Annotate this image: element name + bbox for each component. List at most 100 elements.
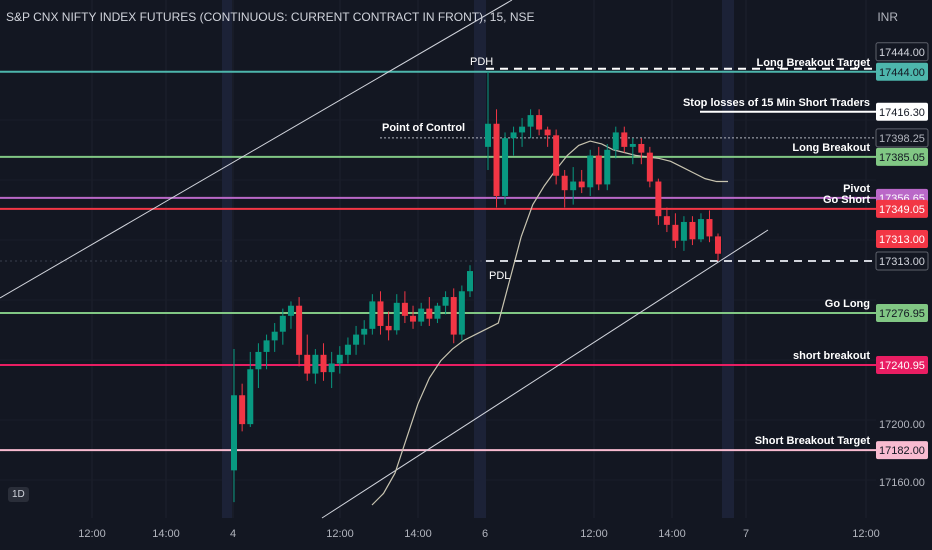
- session-band: [222, 0, 232, 518]
- candle-body: [401, 302, 408, 316]
- candle-body: [271, 331, 278, 341]
- time-axis[interactable]: 12:00 14:00 4 12:00 14:00 6 12:00 14:00 7 12:00: [78, 528, 880, 540]
- candle-body: [697, 219, 704, 240]
- candle-body: [493, 123, 500, 196]
- price-tag-text: 17416.30: [879, 107, 925, 119]
- y-tick-label: 17200.00: [879, 419, 925, 431]
- candle-body: [680, 221, 687, 241]
- x-tick-label: 12:00: [326, 528, 354, 540]
- price-tag: 17182.00: [876, 441, 928, 460]
- candle-body: [410, 315, 417, 322]
- trend-lines: [0, 0, 769, 519]
- candle-body: [604, 149, 611, 185]
- x-tick-label: 6: [482, 528, 488, 540]
- candle-body: [263, 340, 270, 352]
- price-tag: 17276.95: [876, 304, 928, 323]
- candle-body: [328, 363, 335, 373]
- pdl-label: PDL: [489, 270, 510, 282]
- session-band: [474, 0, 486, 518]
- price-tag-text: 17398.25: [879, 133, 925, 145]
- price-tag: 17444.00: [876, 62, 928, 81]
- session-bands: [222, 0, 734, 518]
- candle-body: [510, 132, 517, 139]
- price-tag-bg: [876, 355, 928, 374]
- candle-body: [279, 315, 286, 332]
- level-labels: PDH Long Breakout Target Stop losses of 15…: [382, 56, 870, 447]
- candle-body: [570, 181, 577, 191]
- price-tag-bg: [876, 304, 928, 323]
- x-tick-label: 4: [230, 528, 236, 540]
- candle-body: [320, 354, 327, 373]
- y-tick-label: 17160.00: [879, 477, 925, 489]
- candle-body: [369, 301, 376, 329]
- price-tag: 17240.95: [876, 355, 928, 374]
- price-tag-bg: [876, 102, 928, 121]
- price-tag: 17349.05: [876, 199, 928, 218]
- level-label: Short Breakout Target: [755, 435, 871, 447]
- candle-body: [595, 155, 602, 185]
- x-tick-label: 12:00: [852, 528, 880, 540]
- candle-body: [578, 181, 585, 188]
- candle-body: [287, 305, 294, 316]
- level-label: Pivot: [843, 183, 870, 195]
- candle-body: [247, 369, 254, 425]
- price-tag: 17398.25: [875, 128, 929, 148]
- level-label: Go Long: [825, 298, 870, 310]
- candle-body: [434, 305, 441, 319]
- price-tag: 17416.30: [876, 102, 928, 121]
- candle-body: [663, 216, 670, 225]
- candle-body: [629, 143, 636, 147]
- candle-body: [377, 301, 384, 326]
- level-label: Point of Control: [382, 122, 465, 134]
- candle-body: [502, 138, 509, 196]
- x-tick-label: 14:00: [152, 528, 180, 540]
- x-tick-label: 14:00: [658, 528, 686, 540]
- candle-body: [467, 271, 473, 292]
- price-tag: 17385.05: [876, 147, 928, 166]
- level-label: Long Breakout: [792, 142, 870, 154]
- price-tag-bg: [875, 251, 929, 271]
- level-label: Stop losses of 15 Min Short Traders: [683, 97, 870, 109]
- candle-body: [587, 155, 594, 188]
- candle-body: [393, 302, 400, 331]
- candle-body: [353, 334, 360, 345]
- price-tag-bg: [876, 229, 928, 248]
- x-tick-label: 12:00: [580, 528, 608, 540]
- lower-trendline: [321, 229, 769, 519]
- price-tag-bg: [876, 62, 928, 81]
- price-tag-bg: [876, 147, 928, 166]
- price-tag-text: 17313.00: [879, 256, 925, 268]
- candle-body: [655, 181, 662, 217]
- candle-body: [255, 351, 262, 370]
- candle-body: [553, 135, 560, 176]
- candle-body: [344, 344, 351, 355]
- candle-body: [638, 143, 645, 153]
- level-label: Long Breakout Target: [757, 57, 871, 69]
- price-tag-text: 17240.95: [879, 360, 925, 372]
- x-tick-label: 14:00: [404, 528, 432, 540]
- candle-body: [239, 395, 246, 425]
- interval-badge[interactable]: 1D: [8, 487, 29, 502]
- price-tag-bg: [876, 441, 928, 460]
- price-tag-text: 17385.05: [879, 152, 925, 164]
- x-tick-label: 12:00: [78, 528, 106, 540]
- price-tag-text: 17444.00: [879, 67, 925, 79]
- candle-body: [544, 129, 551, 136]
- price-tag-text: 17182.00: [879, 445, 925, 457]
- candle-body: [296, 305, 303, 355]
- candle-body: [361, 328, 368, 335]
- upper-trendline: [0, 0, 513, 299]
- vwap-line: [371, 140, 728, 506]
- candle-body: [458, 291, 465, 335]
- price-axis[interactable]: 17444.0017416.3017398.2517385.0517356.65…: [875, 42, 929, 489]
- candle-body: [612, 132, 619, 150]
- level-label: short breakout: [793, 350, 870, 362]
- candle-body: [231, 395, 237, 471]
- price-tag-text: 17349.05: [879, 204, 925, 216]
- candle-body: [672, 224, 679, 241]
- price-tag-text: 17313.00: [879, 234, 925, 246]
- candlesticks[interactable]: [231, 71, 721, 503]
- candle-body: [621, 132, 628, 147]
- price-levels: [0, 67, 876, 452]
